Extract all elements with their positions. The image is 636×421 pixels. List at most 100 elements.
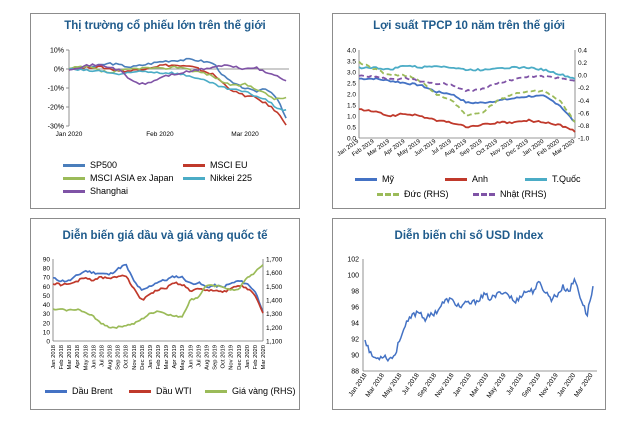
series-line [68,67,287,112]
legend-item: Dầu WTI [129,386,192,396]
x-tick-label: Oct 2018 [124,345,130,369]
x-tick-label: Nov 2019 [229,345,235,370]
x-tick-label: Feb 2018 [59,345,65,370]
legend-item: T.Quốc [525,174,581,184]
x-tick-label: Sep 2018 [116,345,122,370]
panel-stocks: Thị trường cổ phiếu lớn trên thế giới 10… [30,13,300,209]
y-tick-label-right: -0.2 [578,85,590,92]
y-tick-label-right: 1,700 [266,257,283,264]
y-tick-label-right: 1,400 [266,298,283,305]
y-tick-label: 60 [43,284,51,291]
legend-item: Đức (RHS) [377,189,449,199]
y-tick-label: 40 [43,302,51,309]
legend-label: Đức (RHS) [404,189,449,199]
legend-item: Shanghai [63,186,128,196]
x-tick-label: Feb 2020 [253,345,259,370]
x-tick-label: Jan 2020 [245,345,251,369]
panel-oil-gold: Diễn biến giá dầu và giá vàng quốc tế 90… [30,218,300,410]
y-tick-label: -30% [48,124,64,131]
x-tick-label: Jan 2020 [56,131,83,138]
x-tick-label: Dec 2018 [140,345,146,370]
series-line [358,61,576,123]
series-line [358,64,576,80]
legend-item: Anh [445,174,488,184]
legend-label: Mỹ [382,174,394,184]
y-tick-label-right: 1,500 [266,284,283,291]
y-tick-label: 94 [351,321,359,328]
legend: Dầu Brent Dầu WTI Giá vàng (RHS) [45,386,297,404]
y-tick-label: 0.0 [347,136,356,143]
y-tick-label: 10% [50,48,64,55]
legend-swatch [445,178,467,182]
x-tick-label: Jul 2018 [99,345,105,367]
legend-swatch [355,178,377,182]
chart-title: Lợi suất TPCP 10 năm trên thế giới [373,20,565,32]
y-tick-label-right: 1,100 [266,339,283,346]
y-tick-label: 20 [43,320,51,327]
legend-item: MSCI EU [183,160,248,170]
y-tick-label-right: -0.8 [578,123,590,130]
x-tick-label: Dec 2019 [237,345,243,370]
y-tick-label-right: 1,200 [266,325,283,332]
series-line [358,108,576,133]
series-line [364,276,594,363]
y-tick-label: 90 [351,353,359,360]
x-tick-label: Apr 2019 [172,345,178,369]
legend-swatch [205,390,227,394]
y-tick-label: -10% [48,86,64,93]
y-tick-label: 1.0 [347,114,356,121]
y-tick-label: 1.5 [347,103,356,110]
legend: SP500 MSCI EU MSCI ASIA ex Japan Nikkei … [63,160,299,206]
bonds-chart: 4.0 3.5 3.0 2.5 2.0 1.5 1.0 0.5 0.0 0.4 0.2 0.0 -0.2… [336,48,590,159]
panel-usd: Diễn biến chỉ số USD Index 102 100 98 96 94 9… [332,218,606,410]
y-tick-label: 2.5 [347,81,356,88]
y-tick-label: 70 [43,275,51,282]
x-tick-label: Oct 2019 [221,345,227,369]
x-tick-label: May 2018 [83,345,89,370]
x-tick-label: Mar 2020 [261,345,267,370]
legend-item: Nikkei 225 [183,173,252,183]
x-tick-label: Jan 2019 [148,345,154,369]
series-line [358,77,576,123]
y-tick-label-right: -0.4 [578,98,590,105]
y-tick-label: 0% [54,67,64,74]
chart-title: Diễn biến giá dầu và giá vàng quốc tế [62,230,268,242]
series-line [68,63,287,86]
legend-item: Giá vàng (RHS) [205,386,296,396]
y-tick-label: 98 [351,289,359,296]
legend: Mỹ Anh T.Quốc Đức (RHS) Nhật (RHS) [355,174,605,206]
y-tick-label: 92 [351,337,359,344]
series-line [52,263,264,313]
legend-swatch [63,190,85,194]
y-tick-label: 88 [351,369,359,376]
legend-swatch [129,390,151,394]
x-tick-label: Mar 2018 [67,345,73,370]
y-tick-label-right: 0.0 [578,73,587,80]
legend-swatch [63,164,85,168]
panel-bonds: Lợi suất TPCP 10 năm trên thế giới 4.0 3.… [332,13,606,209]
legend-swatch [377,193,399,197]
legend-item: MSCI ASIA ex Japan [63,173,174,183]
legend-label: Anh [472,174,489,184]
y-tick-label: 0 [46,339,50,346]
legend-label: Shanghai [90,186,129,196]
y-tick-label: 4.0 [347,48,356,55]
series-line [69,57,287,119]
y-tick-label: 100 [347,273,359,280]
x-tick-label: Aug 2019 [204,345,210,370]
legend-label: MSCI ASIA ex Japan [90,173,174,183]
legend-item: Mỹ [355,174,394,184]
x-tick-label: Jun 2018 [91,345,97,369]
legend-label: Nhật (RHS) [500,189,547,199]
y-tick-label-right: 0.4 [578,48,587,55]
legend-label: Dầu Brent [72,386,113,396]
legend-item: Nhật (RHS) [473,189,547,199]
legend-label: Nikkei 225 [210,173,253,183]
x-tick-label: Aug 2018 [108,345,114,370]
chart-title: Diễn biến chỉ số USD Index [394,230,544,242]
x-tick-label: Sep 2019 [213,345,219,370]
legend-swatch [473,193,495,197]
legend-label: T.Quốc [552,174,581,184]
y-tick-label: 96 [351,305,359,312]
series-line [52,274,264,314]
